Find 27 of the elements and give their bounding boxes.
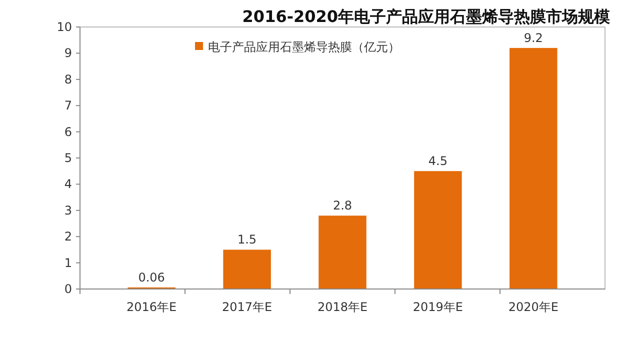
bar <box>318 216 366 289</box>
x-tick-label: 2016年E <box>126 300 177 314</box>
legend-label: 电子产品应用石墨烯导热膜（亿元） <box>208 40 400 54</box>
y-tick-label: 10 <box>56 20 72 34</box>
y-tick-label: 9 <box>64 46 72 60</box>
y-tick-label: 4 <box>64 177 72 192</box>
data-label: 2.8 <box>332 198 352 213</box>
y-tick-label: 2 <box>64 230 72 244</box>
x-tick-label: 2020年E <box>508 300 558 314</box>
data-label: 0.06 <box>138 270 165 284</box>
x-tick-label: 2017年E <box>222 300 272 314</box>
data-label: 9.2 <box>524 30 543 45</box>
chart-title: 2016-2020年电子产品应用石墨烯导热膜市场规模 <box>242 7 610 26</box>
y-tick-label: 6 <box>64 124 72 139</box>
bar <box>510 48 558 289</box>
data-label: 1.5 <box>238 232 257 247</box>
y-tick-label: 7 <box>64 98 72 113</box>
bar <box>223 250 271 289</box>
y-tick-label: 3 <box>64 203 72 218</box>
bar <box>414 171 462 289</box>
y-tick-label: 0 <box>64 282 72 296</box>
y-tick-label: 5 <box>64 151 72 165</box>
y-tick-label: 8 <box>64 72 72 86</box>
y-tick-label: 1 <box>64 256 72 270</box>
x-tick-label: 2018年E <box>317 300 368 314</box>
data-label: 4.5 <box>428 154 448 168</box>
x-tick-label: 2019年E <box>412 300 464 314</box>
